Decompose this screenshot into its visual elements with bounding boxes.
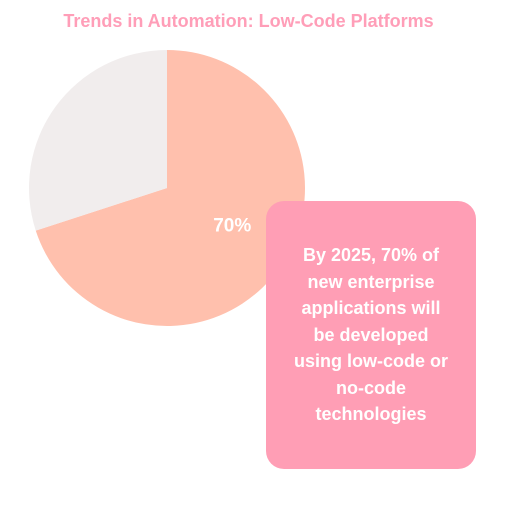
- chart-title: Trends in Automation: Low-Code Platforms: [63, 11, 434, 31]
- pie-slice-0: [35, 50, 305, 326]
- pie-slice-label-0: 70%: [213, 216, 251, 237]
- pie-slice-1: [28, 50, 168, 231]
- callout-text: By 2025, 70% of new enterprise applicati…: [294, 245, 449, 425]
- callout-box: By 2025, 70% of new enterprise applicati…: [266, 201, 476, 469]
